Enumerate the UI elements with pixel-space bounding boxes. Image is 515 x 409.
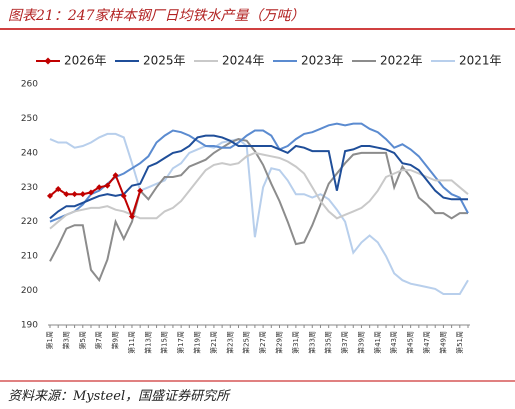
x-tick-label: 第45周 [406, 331, 415, 354]
point [47, 192, 53, 199]
x-tick-label: 第7周 [94, 331, 103, 349]
x-tick-label: 第51周 [455, 331, 464, 354]
x-tick-label: 第5周 [78, 331, 87, 349]
x-tick-label: 第41周 [373, 331, 382, 354]
chart-title: 图表21：247家样本钢厂日均铁水产量（万吨） [8, 8, 305, 24]
x-tick-label: 第17周 [176, 331, 185, 354]
y-tick-label: 220 [21, 217, 38, 227]
x-tick-label: 第19周 [193, 331, 202, 354]
x-tick-label: 第37周 [340, 331, 349, 354]
y-tick-label: 210 [21, 252, 38, 262]
y-tick-label: 200 [21, 286, 38, 296]
x-tick-label: 第49周 [438, 331, 447, 354]
y-tick-label: 190 [21, 321, 38, 331]
series-line [49, 134, 468, 220]
y-tick-label: 240 [21, 148, 38, 158]
series-line [49, 122, 469, 223]
legend-label: 2022年 [380, 54, 423, 68]
point [55, 186, 62, 193]
x-tick-label: 第27周 [258, 331, 267, 354]
series-line [49, 138, 468, 283]
series-line [49, 151, 469, 230]
x-tick-label: 第35周 [324, 331, 333, 354]
point [137, 187, 144, 194]
x-tick-label: 第43周 [389, 331, 398, 354]
point [128, 213, 135, 220]
point [63, 191, 70, 198]
x-tick-label: 第15周 [160, 331, 169, 354]
point [96, 184, 103, 191]
point [87, 189, 94, 196]
x-tick-label: 第33周 [307, 331, 316, 354]
y-tick-label: 250 [21, 114, 38, 124]
legend-label: 2025年 [143, 54, 186, 68]
point [104, 182, 111, 189]
x-tick-label: 第47周 [422, 331, 431, 354]
y-tick-label: 230 [21, 183, 38, 193]
legend-label: 2024年 [222, 54, 265, 68]
y-tick-label: 260 [21, 80, 38, 90]
point [71, 191, 78, 198]
point [79, 191, 86, 198]
point [120, 192, 127, 199]
legend-marker [44, 57, 52, 65]
legend-label: 2026年 [64, 54, 107, 68]
x-tick-label: 第11周 [127, 331, 136, 354]
x-tick-label: 第31周 [291, 331, 300, 354]
x-tick-label: 第13周 [143, 331, 152, 354]
x-tick-label: 第25周 [242, 331, 251, 354]
x-tick-label: 第21周 [209, 331, 218, 354]
x-tick-label: 第1周 [45, 331, 54, 349]
source: 资料来源：Mysteel，国盛证券研究所 [8, 388, 231, 404]
x-tick-label: 第3周 [61, 331, 70, 349]
series-line [49, 132, 469, 295]
x-tick-label: 第23周 [225, 331, 234, 354]
x-tick-label: 第9周 [111, 331, 120, 349]
legend-label: 2023年 [301, 54, 344, 68]
x-tick-label: 第29周 [274, 331, 283, 354]
legend-label: 2021年 [459, 54, 502, 68]
x-tick-label: 第39周 [356, 331, 365, 354]
point [112, 172, 119, 179]
